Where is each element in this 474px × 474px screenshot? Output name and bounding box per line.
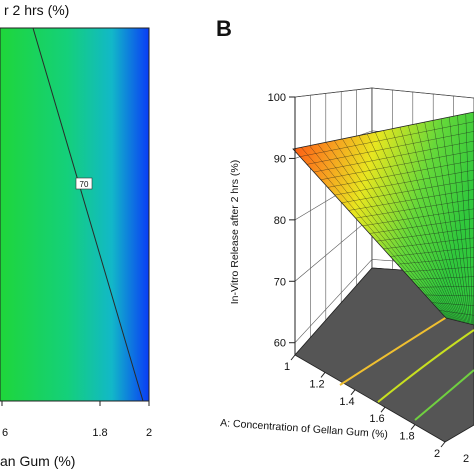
panel-a: r 2 hrs (%) 70 6 1.8 2 an Gum (%) [0,2,152,469]
surface-mesh-line [376,227,474,242]
surface-mesh-line [397,257,474,265]
surface-mesh-line [418,286,474,288]
panel-a-x-tick-label: 2 [146,427,152,439]
panel-a-x-tick-label: 6 [2,427,8,439]
panel-b-y-tick-label: 2 [463,453,469,465]
wall-gridline [371,87,474,99]
panel-b-y-axis: 2 [463,453,469,465]
panel-a-title: r 2 hrs (%) [4,2,69,18]
panel-b-xlabel: A: Concentration of Gellan Gum (%) [220,417,389,441]
panel-b-x-tick-mark [290,354,296,361]
panel-a-xlabel: an Gum (%) [0,453,75,469]
panel-b-x-tick-mark [320,372,326,378]
panel-b-z-tick-label: 60 [274,338,286,350]
panel-b-x-tick-label: 1.8 [399,431,414,443]
surface-mesh-line [449,117,471,325]
surface-mesh-line [432,302,474,306]
panel-b-z-tick-label: 70 [274,276,286,288]
floor [294,267,474,443]
surface-mesh-line [439,310,474,316]
surface-mesh-line [383,237,474,250]
panel-b-z-axis: 60 70 80 90 100 [268,92,295,350]
panel-b-x-axis: 1 1.2 1.4 1.6 1.8 2 [284,354,446,460]
wall-gridline [294,216,373,282]
surface-mesh-line [369,218,474,234]
surface-mesh-line [425,294,474,297]
panel-b-x-tick-mark [350,389,356,396]
panel-b-x-tick-mark [380,406,386,413]
floor-contour-2 [377,329,474,403]
surface-mesh-line [411,276,474,280]
panel-b-x-tick-label: 1.6 [369,413,384,425]
panel-b-x-tick-label: 1.2 [309,378,324,390]
contour-label: 70 [80,180,89,189]
panel-b-x-tick-label: 2 [434,448,440,460]
panel-a-x-tick-label: 1.8 [92,427,107,439]
panel-b-z-tick-label: 100 [268,92,286,104]
panel-b-zlabel: In-Vitro Release after 2 hrs (%) [229,160,241,305]
surface-mesh-line [465,113,473,325]
wall-gridline [294,87,373,98]
surface-mesh-line [440,118,470,324]
surface-mesh-line [407,125,465,323]
contour-plot-frame [0,27,150,402]
panel-b-x-tick-mark [410,424,416,430]
response-surface [292,111,474,326]
panel-b-x-tick-label: 1 [284,361,290,373]
panel-b-z-tick-label: 80 [274,215,286,227]
panel-b-x-tick-label: 1.4 [339,396,354,408]
surface-mesh-line [390,247,474,257]
surface-mesh [299,113,474,325]
surface-mesh-line [457,115,472,325]
panel-b-z-tick-label: 90 [274,153,286,165]
surface-mesh-line [404,266,474,273]
surface-mesh-line [432,120,468,324]
panel-b: B 60 70 80 90 100 1 1.2 1.4 1.6 1.8 2 2 In-Vitro … [216,16,474,465]
surface-mesh-line [416,123,466,323]
panel-a-x-axis: 6 1.8 2 [1,401,152,439]
wall-gridline [294,259,373,343]
floor-contour-3 [414,369,474,421]
surface-mesh-line [391,128,462,322]
contour-line [32,27,144,402]
contour-label-box [75,177,93,190]
panel-b-x-tick-mark [440,441,446,448]
panel-b-label: B [216,16,232,41]
surface-mesh-line [424,122,467,324]
surface-mesh-line [399,127,463,323]
